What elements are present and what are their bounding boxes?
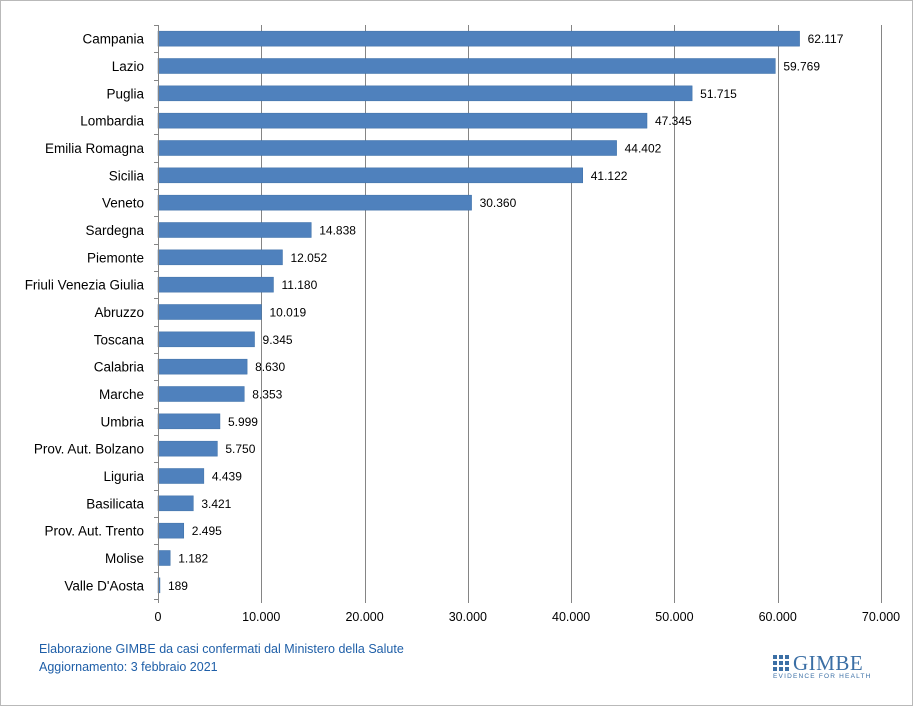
bar bbox=[157, 468, 205, 484]
category-label: Lazio bbox=[112, 59, 144, 74]
category-label: Umbria bbox=[100, 414, 144, 429]
value-label: 14.838 bbox=[319, 224, 356, 238]
bar bbox=[157, 522, 185, 539]
category-label: Campania bbox=[82, 32, 144, 47]
category-label: Piemonte bbox=[87, 250, 144, 265]
gimbe-grid-icon bbox=[773, 655, 789, 671]
bar bbox=[157, 112, 648, 129]
bar bbox=[157, 331, 255, 348]
bar bbox=[157, 249, 283, 266]
value-label: 12.052 bbox=[290, 251, 327, 265]
value-label: 41.122 bbox=[591, 169, 628, 183]
category-label: Sicilia bbox=[109, 168, 145, 183]
category-label: Lombardia bbox=[80, 114, 144, 129]
x-tick-label: 40.000 bbox=[552, 610, 590, 624]
value-label: 5.999 bbox=[228, 415, 258, 429]
x-tick-label: 60.000 bbox=[759, 610, 797, 624]
value-label: 2.495 bbox=[192, 524, 222, 538]
update-date: Aggiornamento: 3 febbraio 2021 bbox=[39, 660, 218, 674]
value-label: 8.353 bbox=[252, 388, 282, 402]
gimbe-logo: GIMBE EVIDENCE FOR HEALTH bbox=[771, 652, 891, 682]
category-label: Liguria bbox=[103, 469, 144, 484]
x-tick-label: 30.000 bbox=[449, 610, 487, 624]
x-axis-tick-labels: 0 10.000 20.000 30.000 40.000 50.000 60.000 70.… bbox=[155, 610, 901, 624]
value-label: 4.439 bbox=[212, 470, 242, 484]
bar-chart: Campania Lazio Puglia Lombardia Emilia Romag… bbox=[25, 25, 901, 624]
bar bbox=[157, 140, 617, 156]
category-label: Friuli Venezia Giulia bbox=[25, 278, 145, 293]
bar bbox=[157, 194, 472, 211]
x-tick-label: 20.000 bbox=[345, 610, 383, 624]
category-label: Valle D'Aosta bbox=[64, 578, 144, 593]
x-tick-label: 10.000 bbox=[242, 610, 280, 624]
category-label: Abruzzo bbox=[94, 305, 144, 320]
value-label: 51.715 bbox=[700, 87, 737, 101]
category-label: Marche bbox=[99, 387, 144, 402]
category-label: Sardegna bbox=[85, 223, 144, 238]
bars bbox=[157, 30, 800, 594]
value-label: 189 bbox=[168, 579, 188, 593]
category-label: Molise bbox=[105, 551, 144, 566]
logo-tagline: EVIDENCE FOR HEALTH bbox=[773, 673, 872, 680]
value-label: 30.360 bbox=[480, 196, 517, 210]
category-label: Veneto bbox=[102, 196, 144, 211]
category-labels: Campania Lazio Puglia Lombardia Emilia Romag… bbox=[25, 32, 145, 594]
value-label: 5.750 bbox=[225, 442, 255, 456]
bar bbox=[157, 358, 248, 375]
bar bbox=[157, 495, 194, 512]
value-label: 59.769 bbox=[783, 60, 820, 74]
category-label: Toscana bbox=[94, 332, 145, 347]
x-tick-label: 50.000 bbox=[655, 610, 693, 624]
value-label: 1.182 bbox=[178, 552, 208, 566]
bar bbox=[157, 167, 583, 184]
bar bbox=[157, 550, 171, 566]
x-tick-label: 70.000 bbox=[862, 610, 900, 624]
value-label: 9.345 bbox=[263, 333, 293, 347]
category-label: Prov. Aut. Trento bbox=[44, 524, 144, 539]
value-label: 10.019 bbox=[269, 306, 306, 320]
bar bbox=[157, 58, 776, 74]
category-label: Emilia Romagna bbox=[45, 141, 145, 156]
source-note: Elaborazione GIMBE da casi confermati da… bbox=[39, 642, 404, 656]
value-label: 44.402 bbox=[625, 142, 662, 156]
value-label: 62.117 bbox=[808, 32, 844, 46]
bar bbox=[157, 304, 262, 320]
x-tick-label: 0 bbox=[155, 610, 162, 624]
bar bbox=[157, 276, 274, 293]
logo-wordmark: GIMBE bbox=[793, 651, 864, 675]
bar bbox=[157, 386, 245, 402]
value-label: 8.630 bbox=[255, 360, 285, 374]
bar bbox=[157, 440, 218, 457]
value-labels: 62.117 59.769 51.715 47.345 44.402 41.122 30.3… bbox=[168, 32, 844, 593]
value-label: 47.345 bbox=[655, 114, 692, 128]
bar bbox=[157, 222, 312, 238]
bar bbox=[157, 30, 800, 47]
value-label: 3.421 bbox=[201, 497, 231, 511]
category-label: Puglia bbox=[106, 86, 144, 101]
gridlines bbox=[154, 25, 882, 603]
bar bbox=[157, 85, 693, 102]
category-label: Calabria bbox=[94, 360, 145, 375]
category-label: Basilicata bbox=[86, 496, 144, 511]
category-label: Prov. Aut. Bolzano bbox=[34, 442, 144, 457]
bar bbox=[157, 413, 221, 430]
value-label: 11.180 bbox=[281, 278, 317, 292]
